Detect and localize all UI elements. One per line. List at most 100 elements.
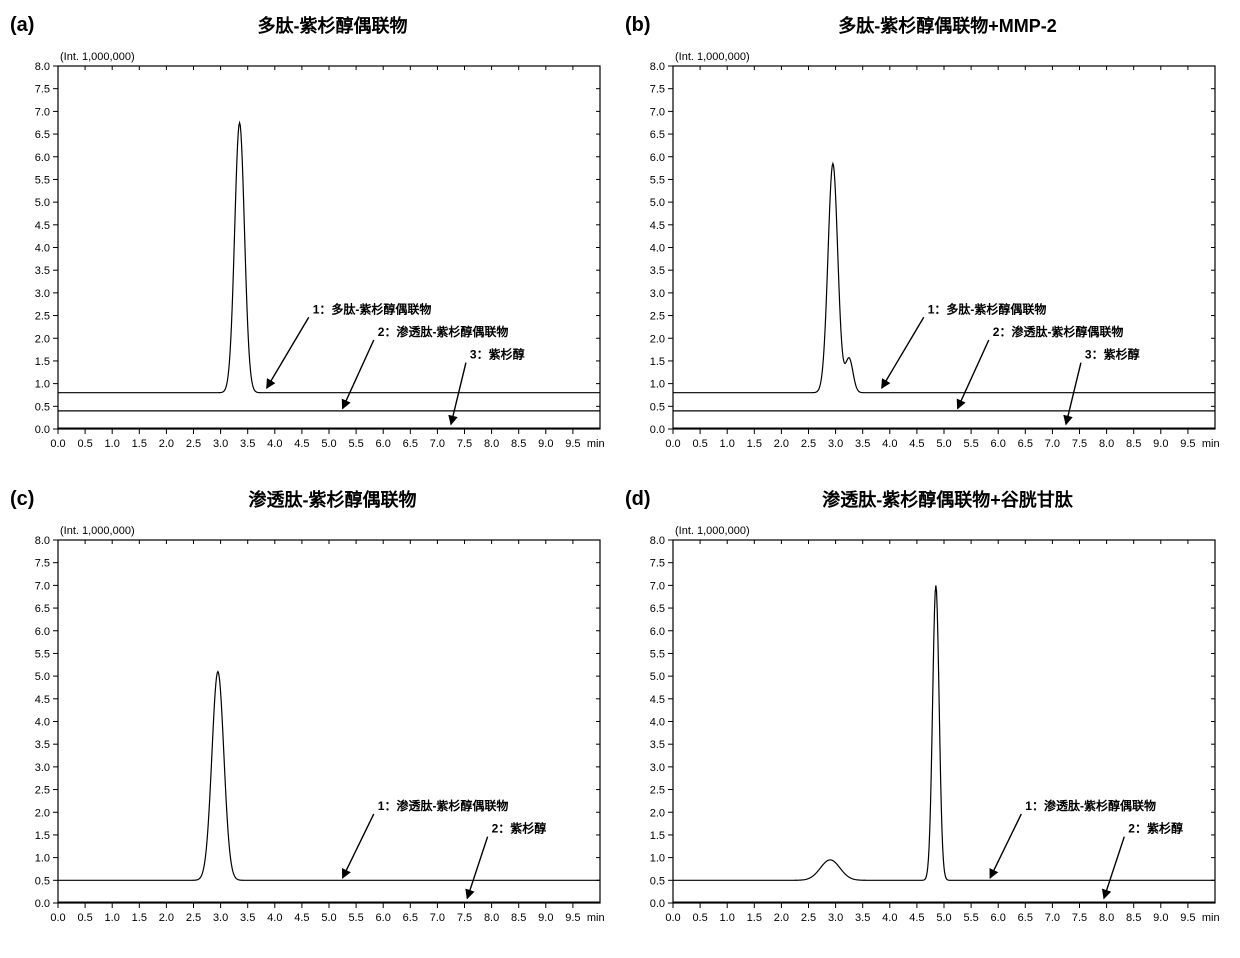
svg-text:0.5: 0.5 bbox=[35, 401, 50, 413]
svg-text:1.5: 1.5 bbox=[132, 912, 147, 924]
chromatogram-svg: (Int. 1,000,000)0.00.51.01.52.02.53.03.5… bbox=[625, 44, 1225, 474]
panel-b: (b) 多肽-紫杉醇偶联物+MMP-2 (Int. 1,000,000)0.00… bbox=[625, 10, 1230, 474]
svg-text:6.5: 6.5 bbox=[403, 438, 418, 450]
svg-text:1.0: 1.0 bbox=[35, 379, 50, 391]
panel-a: (a) 多肽-紫杉醇偶联物 (Int. 1,000,000)0.00.51.01… bbox=[10, 10, 615, 474]
svg-text:min: min bbox=[587, 438, 605, 450]
svg-text:0.5: 0.5 bbox=[692, 912, 707, 924]
svg-text:7.0: 7.0 bbox=[1045, 912, 1060, 924]
svg-text:2.0: 2.0 bbox=[159, 438, 174, 450]
svg-text:2.0: 2.0 bbox=[650, 333, 665, 345]
panel-b-chart: (Int. 1,000,000)0.00.51.01.52.02.53.03.5… bbox=[625, 44, 1230, 474]
svg-text:2.0: 2.0 bbox=[35, 807, 50, 819]
svg-text:0.0: 0.0 bbox=[665, 438, 680, 450]
intensity-label: (Int. 1,000,000) bbox=[60, 525, 135, 537]
svg-text:1.0: 1.0 bbox=[650, 379, 665, 391]
svg-text:0.0: 0.0 bbox=[50, 912, 65, 924]
svg-text:5.0: 5.0 bbox=[321, 438, 336, 450]
svg-text:8.0: 8.0 bbox=[35, 61, 50, 73]
svg-text:0.5: 0.5 bbox=[77, 438, 92, 450]
svg-text:4.0: 4.0 bbox=[35, 243, 50, 255]
svg-text:1.0: 1.0 bbox=[35, 853, 50, 865]
svg-text:4.0: 4.0 bbox=[882, 438, 897, 450]
svg-text:4.0: 4.0 bbox=[35, 717, 50, 729]
intensity-label: (Int. 1,000,000) bbox=[675, 525, 750, 537]
svg-text:7.0: 7.0 bbox=[430, 438, 445, 450]
svg-text:2.5: 2.5 bbox=[801, 912, 816, 924]
svg-text:1.5: 1.5 bbox=[747, 912, 762, 924]
svg-text:2.5: 2.5 bbox=[650, 785, 665, 797]
svg-text:5.5: 5.5 bbox=[650, 174, 665, 186]
svg-text:min: min bbox=[587, 912, 605, 924]
svg-text:5.5: 5.5 bbox=[963, 438, 978, 450]
svg-text:7.5: 7.5 bbox=[1072, 912, 1087, 924]
panel-d-title: 渗透肽-紫杉醇偶联物+谷胱甘肽 bbox=[665, 486, 1230, 512]
svg-text:3.5: 3.5 bbox=[650, 265, 665, 277]
svg-text:0.5: 0.5 bbox=[77, 912, 92, 924]
svg-text:7.5: 7.5 bbox=[35, 558, 50, 570]
svg-text:5.5: 5.5 bbox=[650, 648, 665, 660]
svg-text:3.5: 3.5 bbox=[650, 739, 665, 751]
svg-text:6.5: 6.5 bbox=[1018, 438, 1033, 450]
svg-text:2.5: 2.5 bbox=[650, 311, 665, 323]
chromatogram-svg: (Int. 1,000,000) 0.0 0.5 1.0 1.5 2.0 2.5 3.0 3.5… bbox=[625, 518, 1225, 948]
svg-text:5.5: 5.5 bbox=[35, 648, 50, 660]
panel-c-header: (c) 渗透肽-紫杉醇偶联物 bbox=[10, 484, 615, 518]
annotation-text: 2：渗透肽-紫杉醇偶联物 bbox=[378, 324, 509, 339]
svg-text:3.0: 3.0 bbox=[35, 288, 50, 300]
panel-c-title: 渗透肽-紫杉醇偶联物 bbox=[50, 486, 615, 512]
annotation-text: 2：紫杉醇 bbox=[492, 821, 547, 836]
svg-text:0.0: 0.0 bbox=[35, 424, 50, 436]
svg-text:4.0: 4.0 bbox=[650, 243, 665, 255]
svg-text:4.5: 4.5 bbox=[294, 912, 309, 924]
svg-text:4.5: 4.5 bbox=[909, 438, 924, 450]
svg-text:3.0: 3.0 bbox=[650, 762, 665, 774]
panel-d: (d) 渗透肽-紫杉醇偶联物+谷胱甘肽 (Int. 1,000,000) 0.0 0… bbox=[625, 484, 1230, 948]
svg-text:9.0: 9.0 bbox=[1153, 438, 1168, 450]
svg-text:3.5: 3.5 bbox=[240, 438, 255, 450]
svg-text:3.5: 3.5 bbox=[35, 739, 50, 751]
svg-text:0.0: 0.0 bbox=[650, 898, 665, 910]
svg-text:6.5: 6.5 bbox=[403, 912, 418, 924]
panel-a-title: 多肽-紫杉醇偶联物 bbox=[50, 12, 615, 38]
svg-text:2.0: 2.0 bbox=[650, 807, 665, 819]
annotation-text: 1：多肽-紫杉醇偶联物 bbox=[313, 301, 432, 316]
svg-text:3.5: 3.5 bbox=[855, 438, 870, 450]
chromatogram-svg: (Int. 1,000,000)0.00.51.01.52.02.53.03.5… bbox=[10, 518, 610, 948]
svg-text:7.0: 7.0 bbox=[35, 106, 50, 118]
svg-text:7.5: 7.5 bbox=[650, 558, 665, 570]
svg-text:3.5: 3.5 bbox=[855, 912, 870, 924]
panel-d-letter: (d) bbox=[625, 488, 665, 511]
svg-text:9.5: 9.5 bbox=[565, 438, 580, 450]
svg-text:9.0: 9.0 bbox=[1153, 912, 1168, 924]
svg-text:6.5: 6.5 bbox=[1018, 912, 1033, 924]
svg-text:9.5: 9.5 bbox=[1180, 438, 1195, 450]
panel-c-letter: (c) bbox=[10, 488, 50, 511]
svg-text:1.0: 1.0 bbox=[720, 438, 735, 450]
chromatogram-svg: (Int. 1,000,000)0.00.51.01.52.02.53.03.5… bbox=[10, 44, 610, 474]
panel-b-title: 多肽-紫杉醇偶联物+MMP-2 bbox=[665, 12, 1230, 38]
svg-text:1.0: 1.0 bbox=[650, 853, 665, 865]
svg-text:4.5: 4.5 bbox=[650, 220, 665, 232]
svg-text:min: min bbox=[1202, 912, 1220, 924]
annotation-text: 1：渗透肽-紫杉醇偶联物 bbox=[1025, 798, 1156, 813]
svg-text:5.5: 5.5 bbox=[35, 174, 50, 186]
panel-b-header: (b) 多肽-紫杉醇偶联物+MMP-2 bbox=[625, 10, 1230, 44]
svg-text:6.0: 6.0 bbox=[35, 152, 50, 164]
svg-text:0.0: 0.0 bbox=[35, 898, 50, 910]
svg-text:5.5: 5.5 bbox=[348, 438, 363, 450]
svg-text:8.5: 8.5 bbox=[511, 912, 526, 924]
svg-text:0.5: 0.5 bbox=[650, 875, 665, 887]
svg-text:1.5: 1.5 bbox=[650, 830, 665, 842]
svg-text:8.0: 8.0 bbox=[484, 438, 499, 450]
svg-text:7.0: 7.0 bbox=[35, 580, 50, 592]
annotation-text: 3：紫杉醇 bbox=[1085, 347, 1140, 362]
svg-text:8.5: 8.5 bbox=[1126, 912, 1141, 924]
svg-text:5.0: 5.0 bbox=[650, 671, 665, 683]
svg-text:8.0: 8.0 bbox=[1099, 912, 1114, 924]
svg-text:5.0: 5.0 bbox=[936, 912, 951, 924]
panel-c: (c) 渗透肽-紫杉醇偶联物 (Int. 1,000,000) 0.0 0.5 1.0… bbox=[10, 484, 615, 948]
svg-text:6.5: 6.5 bbox=[650, 129, 665, 141]
panel-grid: (a) 多肽-紫杉醇偶联物 (Int. 1,000,000)0.00.51.01… bbox=[10, 10, 1230, 948]
svg-text:7.5: 7.5 bbox=[457, 912, 472, 924]
